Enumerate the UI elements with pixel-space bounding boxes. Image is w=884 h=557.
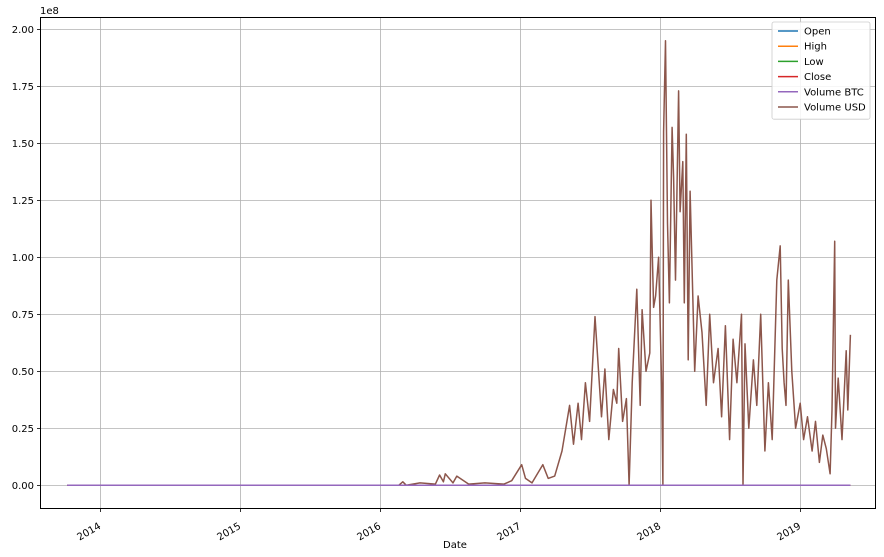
series-line-volume-usd <box>67 40 852 486</box>
y-tick-label: 0.50 <box>12 367 34 378</box>
y-tick-label: 1.25 <box>12 196 34 207</box>
x-axis-title: Date <box>443 540 467 551</box>
x-tick-label: 2019 <box>775 521 803 543</box>
legend-label: Low <box>804 57 824 68</box>
x-tick-label: 2014 <box>75 521 103 543</box>
y-offset-label: 1e8 <box>40 6 59 17</box>
y-tick-label: 1.50 <box>12 139 34 150</box>
x-tick-label: 2017 <box>495 521 523 543</box>
legend-label: Volume BTC <box>804 87 864 98</box>
y-tick-label: 0.00 <box>12 481 34 492</box>
y-tick-label: 0.25 <box>12 424 34 435</box>
grid <box>41 18 875 508</box>
y-tick-label: 2.00 <box>12 25 34 36</box>
x-tick-label: 2015 <box>215 521 243 543</box>
series-layer <box>67 40 852 486</box>
x-tick-label: 2016 <box>355 521 383 543</box>
legend-label: Volume USD <box>804 103 866 114</box>
y-tick-label: 0.75 <box>12 310 34 321</box>
legend-label: Open <box>804 27 831 38</box>
plot-frame <box>40 17 876 509</box>
legend-label: Close <box>804 72 831 83</box>
y-tick-label: 1.75 <box>12 82 34 93</box>
y-tick-label: 1.00 <box>12 253 34 264</box>
legend-label: High <box>804 42 827 53</box>
x-tick-label: 2018 <box>635 521 663 543</box>
legend: Open High Low Close Volume BTC Volume USD <box>771 21 871 120</box>
